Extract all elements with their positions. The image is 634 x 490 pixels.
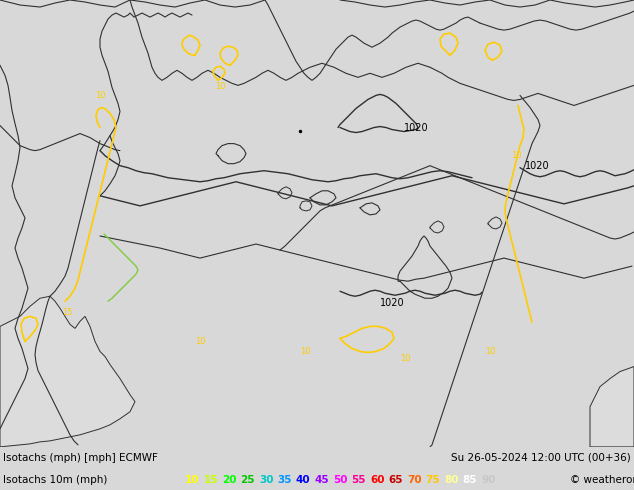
Text: 80: 80 [444, 475, 458, 485]
Text: 15: 15 [61, 308, 72, 318]
Text: 70: 70 [407, 475, 422, 485]
Text: 15: 15 [204, 475, 218, 485]
Text: 20: 20 [222, 475, 236, 485]
Text: Su 26-05-2024 12:00 UTC (00+36): Su 26-05-2024 12:00 UTC (00+36) [451, 453, 631, 463]
Text: 10: 10 [400, 354, 410, 363]
Text: 1020: 1020 [380, 298, 404, 308]
Polygon shape [0, 296, 135, 447]
Text: 90: 90 [481, 475, 495, 485]
Text: 45: 45 [314, 475, 329, 485]
Text: 25: 25 [240, 475, 255, 485]
Text: 10: 10 [300, 347, 310, 356]
Text: 10: 10 [185, 475, 200, 485]
Text: © weatheronline.co.uk: © weatheronline.co.uk [570, 475, 634, 485]
Text: 35: 35 [278, 475, 292, 485]
Text: 10: 10 [215, 82, 225, 91]
Text: 10: 10 [485, 347, 495, 356]
Text: 85: 85 [462, 475, 477, 485]
Text: 30: 30 [259, 475, 273, 485]
Text: Isotachs 10m (mph): Isotachs 10m (mph) [3, 475, 107, 485]
Text: 75: 75 [425, 475, 440, 485]
Text: 55: 55 [351, 475, 366, 485]
Text: 40: 40 [296, 475, 311, 485]
Text: Isotachs (mph) [mph] ECMWF: Isotachs (mph) [mph] ECMWF [3, 453, 158, 463]
Text: 60: 60 [370, 475, 384, 485]
Text: 50: 50 [333, 475, 347, 485]
Text: 10: 10 [195, 337, 205, 346]
Text: 10: 10 [94, 91, 105, 100]
Text: 65: 65 [389, 475, 403, 485]
Polygon shape [590, 367, 634, 447]
Text: 1020: 1020 [404, 122, 429, 132]
Text: 10: 10 [511, 151, 521, 160]
Text: 1020: 1020 [525, 161, 550, 171]
